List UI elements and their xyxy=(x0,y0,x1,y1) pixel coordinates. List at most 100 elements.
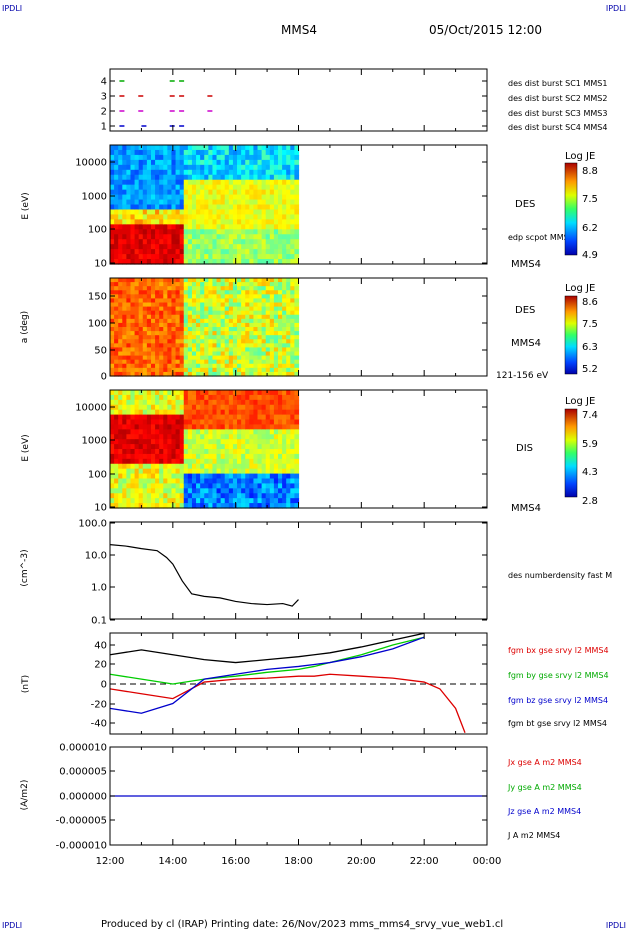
heatmap-cell xyxy=(187,189,193,196)
heatmap-cell xyxy=(138,286,144,291)
heatmap-cell xyxy=(290,409,296,416)
heatmap-cell xyxy=(187,234,193,240)
heatmap-cell xyxy=(224,159,230,166)
heatmap-cell xyxy=(245,184,250,191)
heatmap-cell xyxy=(208,184,214,191)
heatmap-cell xyxy=(253,371,259,377)
heatmap-cell xyxy=(150,278,156,283)
heatmap-cell xyxy=(249,290,255,295)
heatmap-cell xyxy=(146,478,152,485)
heatmap-cell xyxy=(261,209,267,216)
heatmap-cell xyxy=(216,351,222,357)
heatmap-cell xyxy=(228,463,234,470)
heatmap-cell xyxy=(249,453,255,460)
heatmap-cell xyxy=(142,463,148,470)
heatmap-cell xyxy=(163,424,168,430)
heatmap-cell xyxy=(249,409,255,416)
heatmap-cell xyxy=(220,159,226,166)
heatmap-cell xyxy=(175,322,181,328)
heatmap-cell xyxy=(257,179,263,186)
heatmap-cell xyxy=(167,149,173,156)
heatmap-cell xyxy=(204,473,209,480)
heatmap-cell xyxy=(134,244,140,250)
heatmap-cell xyxy=(142,294,148,300)
heatmap-cell xyxy=(114,145,119,151)
heatmap-cell xyxy=(237,179,242,186)
heatmap-cell xyxy=(269,488,275,494)
heatmap-cell xyxy=(237,483,242,489)
heatmap-cell xyxy=(253,419,259,426)
heatmap-cell xyxy=(220,314,226,320)
heatmap-cell xyxy=(257,310,263,316)
heatmap-cell xyxy=(150,419,156,426)
heatmap-cell xyxy=(142,254,148,260)
heatmap-cell xyxy=(241,290,246,295)
heatmap-cell xyxy=(122,318,127,324)
heatmap-cell xyxy=(232,331,238,336)
heatmap-cell xyxy=(265,224,271,230)
heatmap-cell xyxy=(290,453,296,460)
heatmap-cell xyxy=(167,298,173,304)
heatmap-cell xyxy=(138,424,144,430)
heatmap-cell xyxy=(171,149,177,156)
heatmap-cell xyxy=(265,444,271,450)
heatmap-cell xyxy=(261,351,267,357)
heatmap-cell xyxy=(204,429,209,435)
heatmap-cell xyxy=(150,259,156,265)
heatmap-cell xyxy=(212,224,218,230)
heatmap-cell xyxy=(237,278,242,283)
heatmap-cell xyxy=(224,434,230,440)
heatmap-cell xyxy=(122,367,127,373)
heatmap-cell xyxy=(212,468,218,475)
heatmap-cell xyxy=(220,199,226,206)
heatmap-cell xyxy=(138,331,144,336)
heatmap-cell xyxy=(282,154,287,161)
heatmap-cell xyxy=(118,493,123,499)
heatmap-cell xyxy=(183,343,189,349)
heatmap-cell xyxy=(159,219,164,225)
heatmap-cell xyxy=(282,404,287,411)
heatmap-cell xyxy=(114,347,119,353)
heatmap-cell xyxy=(130,473,136,480)
heatmap-cell xyxy=(171,493,177,499)
heatmap-cell xyxy=(290,414,296,421)
heatmap-cell xyxy=(118,434,123,440)
heatmap-cell xyxy=(257,234,263,240)
heatmap-cell xyxy=(253,199,259,206)
heatmap-cell xyxy=(265,290,271,295)
heatmap-cell xyxy=(187,463,193,470)
heatmap-cell xyxy=(257,294,263,300)
heatmap-cell xyxy=(241,159,246,166)
heatmap-cell xyxy=(130,343,136,349)
heatmap-cell xyxy=(294,488,300,494)
heatmap-cell xyxy=(130,164,136,171)
heatmap-cell xyxy=(171,194,177,201)
heatmap-cell xyxy=(269,347,275,353)
heatmap-cell xyxy=(245,359,250,365)
heatmap-cell xyxy=(224,449,230,455)
heatmap-cell xyxy=(114,424,119,430)
heatmap-cell xyxy=(265,149,271,156)
heatmap-cell xyxy=(290,394,296,401)
heatmap-cell xyxy=(114,244,119,250)
heatmap-cell xyxy=(200,239,205,245)
heatmap-cell xyxy=(122,371,127,377)
heatmap-cell xyxy=(167,424,173,430)
heatmap-cell xyxy=(159,290,164,295)
heatmap-cell xyxy=(232,194,238,201)
panel-frame xyxy=(109,68,488,132)
heatmap-cell xyxy=(232,282,238,287)
heatmap-cell xyxy=(163,439,168,445)
heatmap-cell xyxy=(155,145,160,151)
heatmap-cell xyxy=(282,468,287,475)
heatmap-cell xyxy=(126,347,132,353)
heatmap-cell xyxy=(118,444,123,450)
heatmap-cell xyxy=(278,483,283,489)
heatmap-cell xyxy=(224,409,230,416)
heatmap-cell xyxy=(142,493,148,499)
heatmap-cell xyxy=(232,302,238,308)
heatmap-cell xyxy=(216,409,222,416)
heatmap-cell xyxy=(237,363,242,369)
heatmap-cell xyxy=(245,483,250,489)
heatmap-cell xyxy=(191,503,197,509)
